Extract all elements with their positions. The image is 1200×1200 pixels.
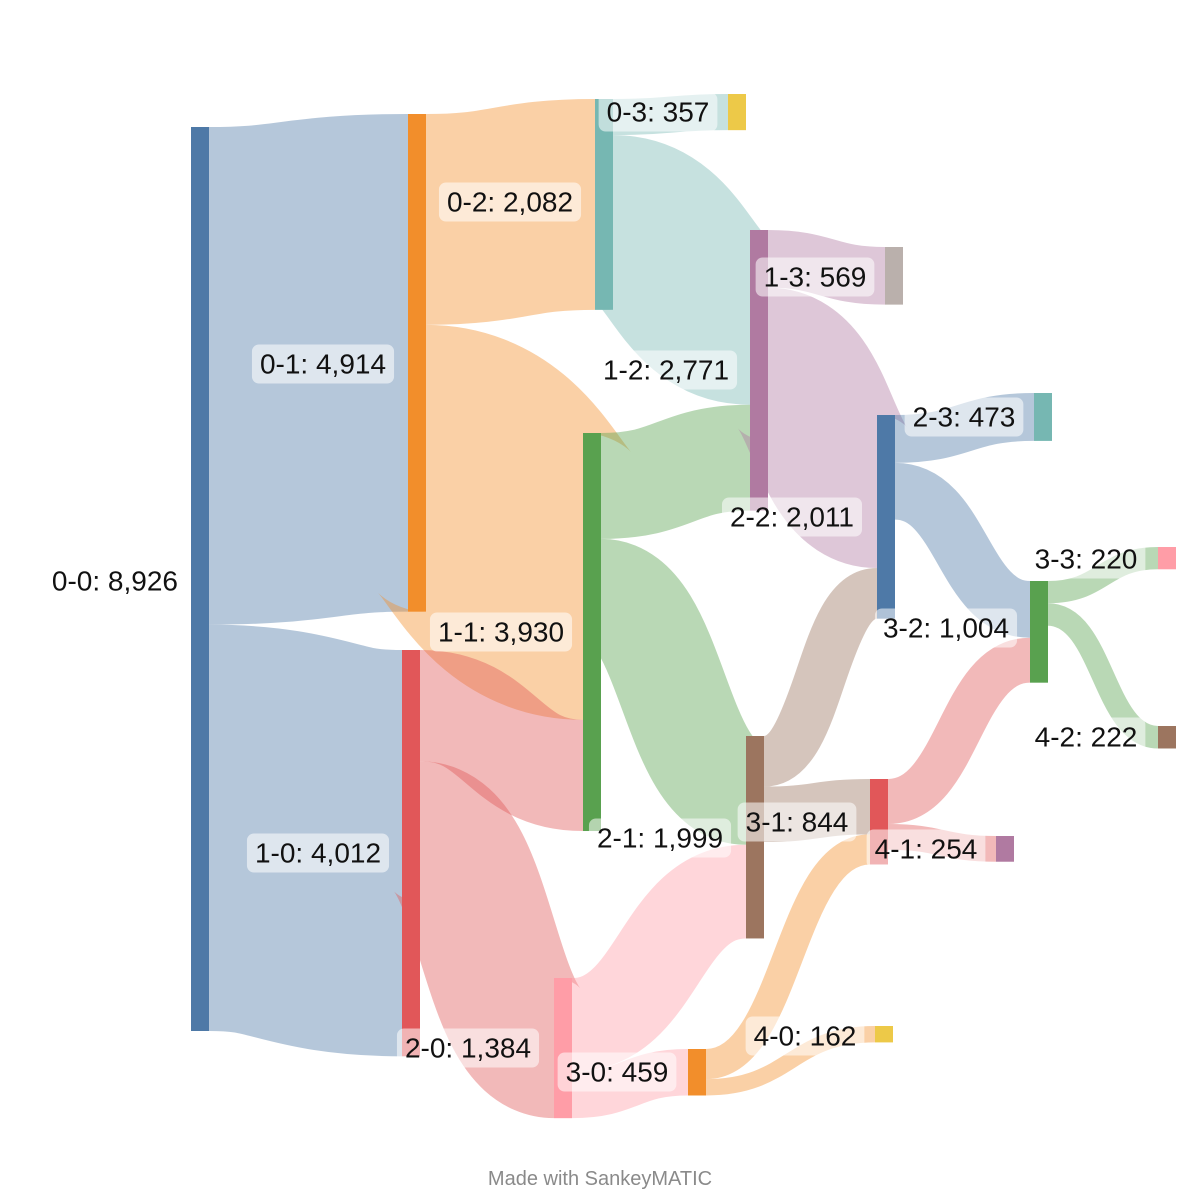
node-4-0 <box>875 1026 893 1043</box>
node-label-text-0-2: 0-2: 2,082 <box>447 187 573 218</box>
node-label-bg-0-2 <box>438 182 582 222</box>
node-label-text-0-3: 0-3: 357 <box>607 97 710 128</box>
node-label-bg-1-1 <box>429 612 573 652</box>
node-label-0-2: 0-2: 2,082 <box>438 182 582 222</box>
labels-layer: 0-0: 8,926 0-1: 4,914 1-0: 4,012 0-2: 2,082… <box>52 92 1146 1092</box>
node-label-bg-2-0 <box>396 1028 540 1068</box>
flow-1-1-to-1-2 <box>599 404 752 539</box>
node-label-2-3: 2-3: 473 <box>904 397 1024 437</box>
node-0-3 <box>728 94 746 131</box>
node-label-bg-0-1 <box>251 344 395 384</box>
node-label-text-3-0: 3-0: 459 <box>566 1057 669 1088</box>
node-label-3-2: 3-2: 1,004 <box>874 608 1018 648</box>
node-label-4-0: 4-0: 162 <box>745 1016 865 1056</box>
flow-1-1-to-2-1 <box>587 538 760 845</box>
flow-1-0-to-2-0 <box>390 761 584 1119</box>
node-label-bg-0-3 <box>598 92 718 132</box>
node-label-text-1-2: 1-2: 2,771 <box>603 355 729 386</box>
node-label-bg-1-0 <box>246 833 390 873</box>
flow-1-0-to-1-1 <box>417 650 586 832</box>
node-2-3 <box>1034 393 1052 441</box>
node-label-bg-4-0 <box>745 1016 865 1056</box>
flow-2-2-to-3-2 <box>892 462 1033 638</box>
node-0-2 <box>595 99 613 310</box>
node-label-bg-3-3 <box>1026 539 1146 579</box>
node-label-bg-1-2 <box>594 350 738 390</box>
node-label-2-2: 2-2: 2,011 <box>721 497 863 537</box>
node-label-text-1-3: 1-3: 569 <box>764 262 867 293</box>
node-0-1 <box>408 114 426 612</box>
node-label-text-2-1: 2-1: 1,999 <box>597 823 723 854</box>
node-label-3-3: 3-3: 220 <box>1026 539 1146 579</box>
node-label-1-0: 1-0: 4,012 <box>246 833 390 873</box>
node-1-3 <box>885 247 903 305</box>
node-label-0-1: 0-1: 4,914 <box>251 344 395 384</box>
node-label-bg-2-2 <box>721 497 863 537</box>
node-label-text-1-1: 1-1: 3,930 <box>438 617 564 648</box>
node-label-bg-4-2 <box>1026 717 1146 757</box>
node-label-text-2-3: 2-3: 473 <box>913 402 1016 433</box>
node-1-1 <box>583 433 601 832</box>
node-label-bg-3-1 <box>737 802 857 842</box>
node-1-2 <box>750 230 768 511</box>
node-label-0-0: 0-0: 8,926 <box>52 566 178 597</box>
node-label-bg-4-1 <box>866 829 986 869</box>
node-label-1-2: 1-2: 2,771 <box>594 350 738 390</box>
made-with-credit: Made with SankeyMATIC <box>487 1168 713 1190</box>
flow-3-1-to-3-2 <box>885 637 1033 824</box>
node-label-text-3-2: 3-2: 1,004 <box>883 613 1009 644</box>
node-label-3-1: 3-1: 844 <box>737 802 857 842</box>
flow-2-0-to-2-1 <box>568 844 750 1072</box>
node-label-2-1: 2-1: 1,999 <box>588 818 732 858</box>
node-1-0 <box>402 650 420 1057</box>
node-label-0-3: 0-3: 357 <box>598 92 718 132</box>
node-label-text-4-2: 4-2: 222 <box>1035 722 1138 753</box>
node-label-3-0: 3-0: 459 <box>557 1052 677 1092</box>
flow-0-2-to-1-2 <box>593 135 770 405</box>
node-label-bg-1-3 <box>755 257 875 297</box>
flow-0-1-to-1-1 <box>374 324 635 720</box>
node-label-2-0: 2-0: 1,384 <box>396 1028 540 1068</box>
node-label-4-2: 4-2: 222 <box>1026 717 1146 757</box>
flow-2-1-to-2-2 <box>759 568 882 787</box>
node-2-2 <box>877 415 895 619</box>
node-0-0 <box>191 127 209 1031</box>
node-label-text-4-1: 4-1: 254 <box>875 834 978 865</box>
nodes-layer <box>191 94 1176 1119</box>
node-label-text-4-0: 4-0: 162 <box>754 1021 857 1052</box>
node-label-bg-3-0 <box>557 1052 677 1092</box>
node-label-bg-2-3 <box>904 397 1024 437</box>
node-4-2 <box>1158 726 1176 749</box>
flow-3-0-to-3-1 <box>704 834 872 1080</box>
node-label-text-1-0: 1-0: 4,012 <box>255 838 381 869</box>
node-label-text-2-0: 2-0: 1,384 <box>405 1033 531 1064</box>
flow-1-2-to-2-2 <box>734 287 911 569</box>
node-3-0 <box>688 1049 706 1096</box>
node-label-text-3-3: 3-3: 220 <box>1035 544 1138 575</box>
node-label-text-2-2: 2-2: 2,011 <box>730 502 854 533</box>
node-label-4-1: 4-1: 254 <box>866 829 986 869</box>
node-4-1 <box>996 836 1014 862</box>
node-3-3 <box>1158 547 1176 570</box>
node-2-0 <box>554 978 572 1119</box>
node-3-2 <box>1030 581 1048 683</box>
node-label-text-0-1: 0-1: 4,914 <box>260 349 386 380</box>
node-label-bg-2-1 <box>588 818 732 858</box>
node-label-text-0-0: 0-0: 8,926 <box>52 566 178 597</box>
node-label-text-3-1: 3-1: 844 <box>746 807 849 838</box>
node-label-bg-3-2 <box>874 608 1018 648</box>
node-label-1-3: 1-3: 569 <box>755 257 875 297</box>
node-label-1-1: 1-1: 3,930 <box>429 612 573 652</box>
flows-layer <box>205 94 1160 1119</box>
